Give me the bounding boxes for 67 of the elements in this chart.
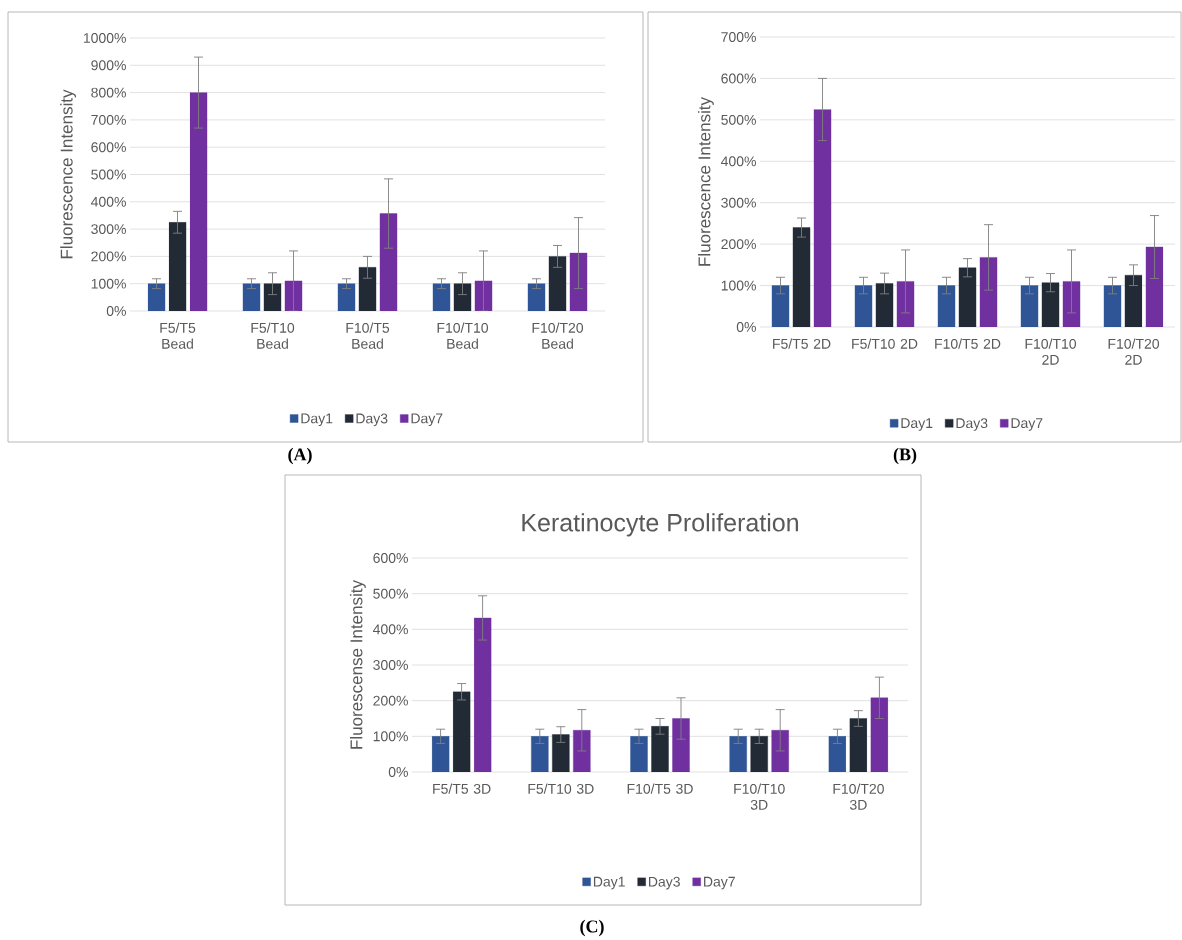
legend-label: Day7 — [704, 876, 735, 890]
text: (A) — [288, 447, 312, 465]
y-tick-label: 500% — [373, 588, 408, 599]
x-tick-label: F10/T5 3D — [627, 783, 693, 794]
bar — [828, 736, 847, 772]
legend-label: Day7 — [411, 413, 443, 427]
legend-label: Day3 — [956, 418, 988, 431]
bar — [573, 730, 591, 772]
x-tick-label: F10/T10 3D — [734, 783, 785, 810]
x-tick-label: F5/T10 3D — [528, 783, 594, 794]
x-tick-label: F10/T10 2D — [1025, 338, 1077, 365]
legend-label: Day3 — [648, 876, 680, 890]
text: (C) — [580, 919, 604, 937]
bar — [672, 718, 690, 772]
bar — [531, 736, 549, 772]
legend-label: Day3 — [356, 413, 388, 427]
y-tick-label: 300% — [91, 224, 126, 235]
bar — [729, 736, 747, 772]
y-tick-label: 0% — [736, 322, 756, 332]
chart-title: Keratinocyte Proliferation — [522, 513, 798, 537]
y-tick-label: 800% — [91, 87, 126, 98]
y-tick-label: 400% — [720, 156, 756, 167]
x-tick-label: F5/T5 2D — [773, 338, 831, 349]
legend-label: Day1 — [301, 413, 333, 427]
y-tick-label: 300% — [721, 197, 756, 208]
bar — [771, 730, 789, 772]
bar — [431, 736, 450, 772]
y-tick-label: 600% — [721, 73, 756, 84]
x-tick-label: F5/T10 2D — [852, 338, 918, 349]
text: (B) — [893, 447, 917, 465]
y-tick-label: 700% — [721, 32, 756, 42]
y-tick-label: 500% — [721, 114, 756, 125]
bar — [473, 617, 492, 772]
x-tick-label: F10/T20 Bead — [532, 322, 584, 349]
y-tick-label: 100% — [721, 280, 756, 291]
y-tick-label: 900% — [91, 60, 126, 71]
y-tick-label: 400% — [372, 624, 408, 635]
y-tick-label: 1000% — [83, 33, 126, 43]
x-tick-label: F10/T20 3D — [833, 783, 884, 810]
x-tick-label: F10/T5 Bead — [346, 322, 390, 349]
y-tick-label: 200% — [91, 251, 126, 262]
x-tick-label: F10/T20 2D — [1108, 338, 1160, 365]
bar — [870, 697, 889, 772]
y-tick-label: 300% — [373, 660, 408, 670]
x-tick-label: F5/T5 3D — [433, 783, 491, 794]
legend-label: Day1 — [901, 418, 933, 431]
y-tick-label: 400% — [90, 196, 126, 207]
y-tick-label: 100% — [91, 278, 126, 289]
y-tick-label: 600% — [91, 142, 126, 153]
y-axis-title: Fluorescence Intensity — [697, 97, 714, 266]
y-tick-label: 100% — [373, 731, 408, 742]
y-tick-label: 600% — [373, 553, 408, 563]
bar — [630, 736, 648, 772]
legend-label: Day1 — [593, 876, 625, 890]
y-tick-label: 700% — [91, 114, 126, 125]
legend-label: Day7 — [1011, 418, 1043, 431]
y-axis-title: Fluorescence Intensity — [60, 89, 77, 259]
y-axis-title: Fluorescense Intensity — [349, 580, 366, 749]
y-tick-label: 200% — [373, 695, 408, 706]
x-tick-label: F10/T5 2D — [935, 338, 1001, 349]
y-tick-label: 0% — [106, 306, 126, 316]
y-tick-label: 500% — [91, 169, 126, 180]
x-tick-label: F5/T10 Bead — [251, 322, 295, 349]
y-tick-label: 200% — [721, 239, 756, 250]
x-tick-label: F5/T5 Bead — [160, 322, 196, 349]
x-tick-label: F10/T10 Bead — [437, 322, 489, 349]
y-tick-label: 0% — [388, 767, 408, 777]
